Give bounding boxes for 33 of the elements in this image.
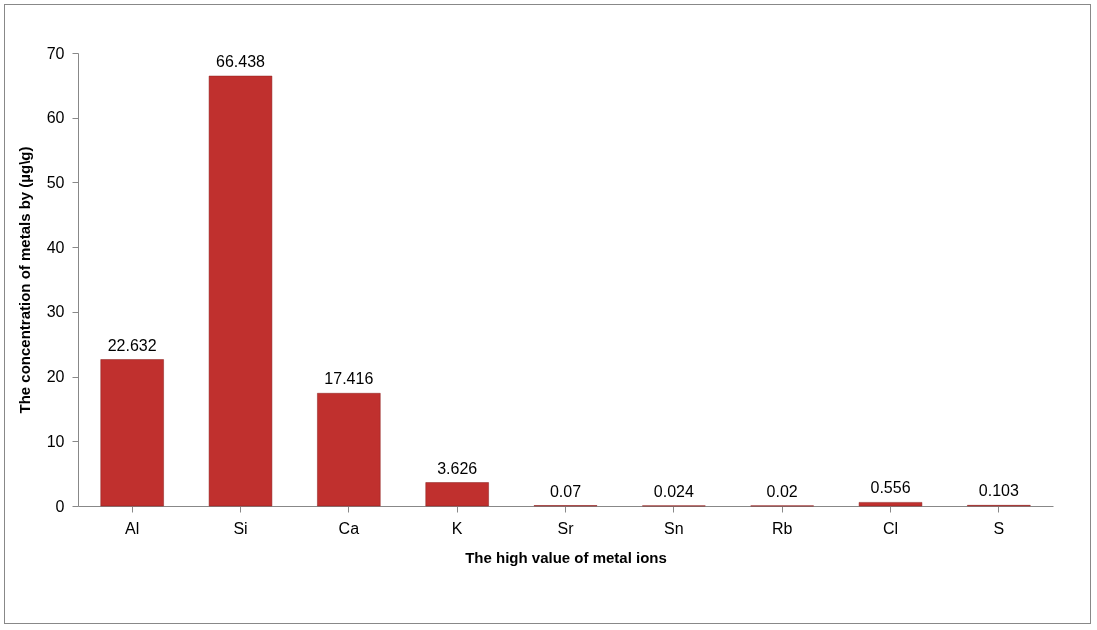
x-tick-label: Rb [771, 519, 793, 537]
x-axis-title: The high value of metal ions [465, 548, 667, 566]
data-label: 66.438 [216, 53, 266, 71]
data-label: 3.626 [437, 459, 478, 477]
y-tick-label: 20 [46, 368, 65, 386]
y-tick-label: 0 [55, 497, 65, 515]
y-tick-label: 10 [46, 432, 65, 450]
bar [425, 482, 489, 507]
x-tick-label: Sr [557, 519, 575, 537]
x-tick-label: Si [233, 519, 248, 537]
x-tick-label: Al [125, 519, 140, 537]
y-tick-label: 50 [46, 173, 65, 191]
y-tick-label: 30 [46, 303, 65, 321]
bar [208, 75, 273, 507]
y-tick-label: 70 [46, 44, 65, 62]
bar [858, 502, 923, 507]
bar [317, 393, 381, 507]
data-label: 0.07 [549, 482, 582, 500]
data-label: 0.02 [766, 482, 798, 500]
data-label: 22.632 [107, 336, 157, 354]
x-tick-label: S [993, 519, 1005, 537]
bar [100, 359, 164, 507]
x-tick-label: Cl [882, 519, 899, 537]
x-tick-label: Ca [338, 519, 360, 537]
data-label: 0.024 [653, 482, 694, 500]
x-tick-label: Sn [664, 519, 684, 537]
data-label: 0.103 [978, 482, 1019, 500]
y-tick-label: 40 [46, 238, 65, 256]
y-tick-label: 60 [46, 109, 65, 127]
x-tick-label: K [451, 519, 463, 537]
data-label: 0.556 [870, 479, 911, 497]
data-label: 17.416 [324, 370, 374, 388]
y-axis-title: The concentration of metals by (µg\g) [15, 146, 33, 414]
